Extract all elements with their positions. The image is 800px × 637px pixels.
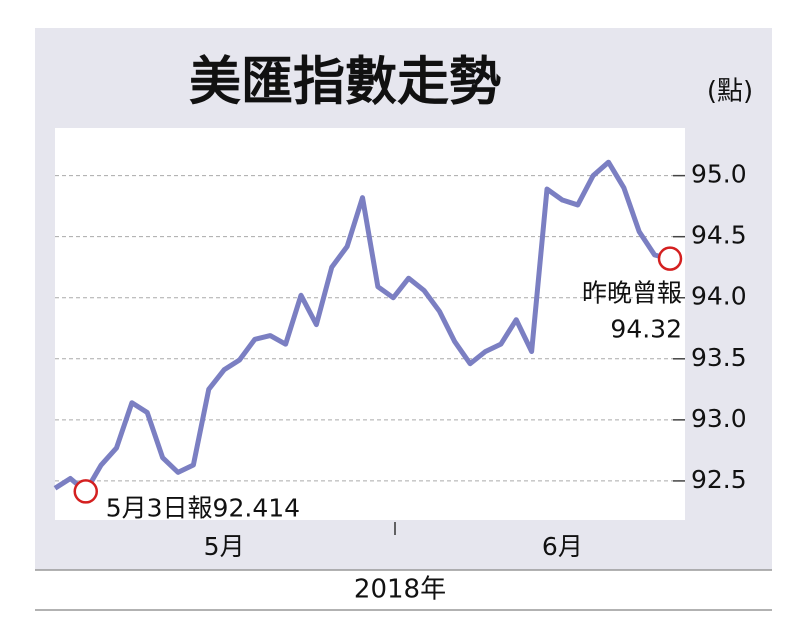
y-tick-label: 92.5	[691, 465, 747, 494]
x-tick-label: 6月	[542, 532, 583, 561]
annotation: 94.32	[610, 315, 682, 344]
annotation: 5月3日報92.414	[106, 493, 300, 522]
highlight-point	[657, 246, 683, 271]
plot-area	[55, 128, 685, 520]
y-tick-label: 93.0	[691, 404, 747, 433]
x-axis-label: 2018年	[354, 575, 446, 605]
chart-title: 美匯指數走勢	[189, 52, 501, 113]
y-tick-label: 94.5	[691, 221, 747, 250]
y-tick-label: 94.0	[691, 282, 747, 311]
data-line	[53, 159, 671, 494]
highlight-point	[73, 479, 98, 504]
y-axis-label: (點)	[707, 77, 753, 107]
x-tick-label: 5月	[204, 532, 245, 561]
y-tick-label: 95.0	[691, 160, 747, 189]
y-tick-label: 93.5	[691, 343, 747, 372]
annotation: 昨晚曾報	[582, 279, 682, 308]
